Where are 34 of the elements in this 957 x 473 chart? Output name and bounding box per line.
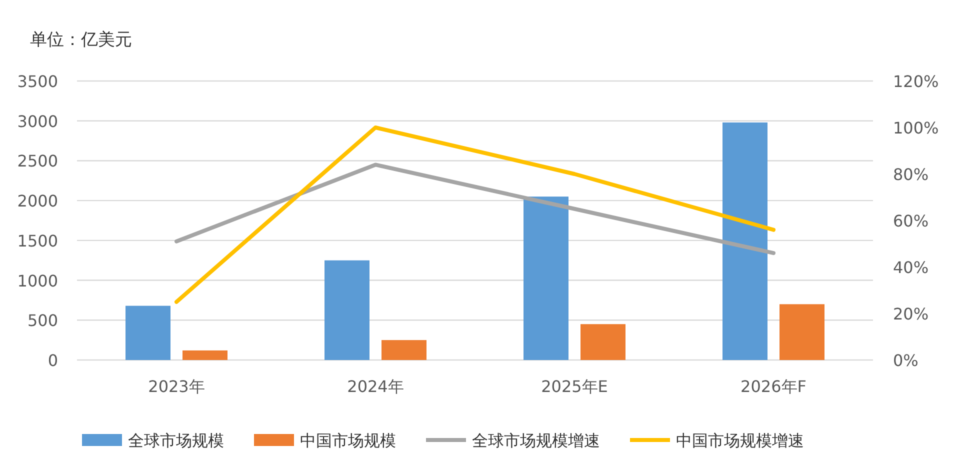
y2-tick-label: 60% bbox=[893, 212, 929, 230]
bar bbox=[780, 304, 824, 360]
x-tick-label: 2025年E bbox=[541, 377, 608, 396]
bar bbox=[324, 260, 370, 360]
legend-label: 中国市场规模增速 bbox=[676, 431, 804, 450]
y2-tick-label: 120% bbox=[893, 72, 939, 91]
bar bbox=[580, 324, 626, 360]
x-tick-label: 2023年 bbox=[148, 377, 205, 396]
legend-label: 中国市场规模 bbox=[300, 431, 396, 450]
y-tick-label: 1500 bbox=[17, 231, 58, 250]
y2-tick-label: 100% bbox=[893, 118, 939, 138]
y-tick-label: 3500 bbox=[17, 72, 58, 91]
bar bbox=[126, 306, 170, 360]
bar bbox=[722, 122, 768, 360]
x-tick-label: 2024年 bbox=[347, 377, 404, 396]
y-axis-title: 单位：亿美元 bbox=[30, 30, 132, 50]
y-tick-label: 1000 bbox=[17, 271, 58, 290]
bar bbox=[524, 196, 568, 360]
y-tick-label: 2500 bbox=[17, 152, 58, 171]
y-tick-label: 500 bbox=[27, 311, 58, 330]
legend-label: 全球市场规模增速 bbox=[472, 431, 600, 450]
line-series bbox=[174, 126, 776, 304]
y2-tick-label: 20% bbox=[893, 304, 929, 324]
bar bbox=[182, 350, 228, 360]
y2-tick-label: 80% bbox=[893, 165, 929, 184]
y-tick-label: 2000 bbox=[17, 192, 58, 211]
y-tick-label: 0 bbox=[48, 351, 58, 370]
line-series bbox=[174, 162, 776, 256]
y2-tick-label: 40% bbox=[893, 258, 929, 277]
bar bbox=[382, 340, 426, 360]
legend-label: 全球市场规模 bbox=[128, 431, 224, 450]
y2-tick-label: 0% bbox=[893, 351, 918, 370]
y-tick-label: 3000 bbox=[17, 112, 58, 131]
x-tick-label: 2026年F bbox=[740, 377, 806, 396]
